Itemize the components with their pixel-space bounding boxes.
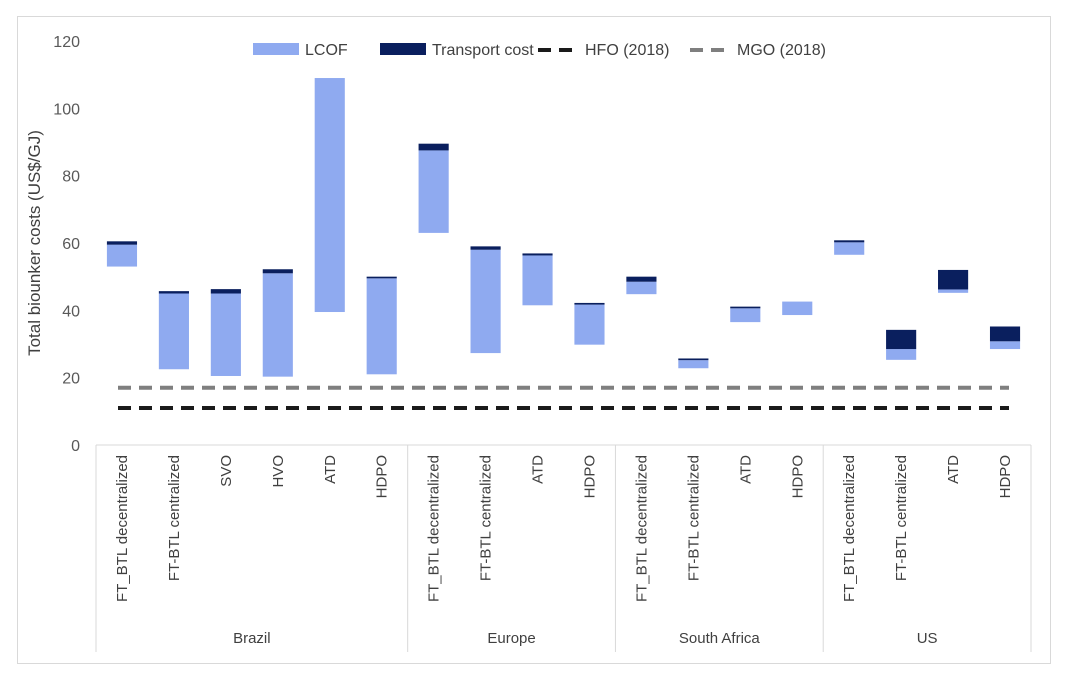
category-label: ATD [945,455,962,484]
lcof-bar [989,341,1021,350]
category-label: HVO [270,455,287,488]
lcof-bar [886,349,917,360]
category-label: SVO [218,455,235,487]
legend: LCOF Transport cost HFO (2018) MGO (2018) [253,42,826,59]
transport-bar [834,240,865,243]
lcof-bar [314,78,345,313]
lcof-bar [522,255,553,306]
lcof-bar [262,273,293,377]
lcof-bar [470,249,501,354]
transport-bar [158,291,189,294]
legend-label: MGO (2018) [737,42,826,59]
transport-bar [730,306,761,309]
legend-swatch [253,43,299,55]
transport-bar [678,358,709,361]
lcof-bar [678,360,709,369]
y-tick-label: 40 [62,303,80,320]
category-label: HDPO [581,455,598,498]
lcof-bar [106,244,138,267]
lcof-bar [418,150,449,233]
x-axis: FT_BTL decentralized FT-BTL centralized SV… [95,444,1032,652]
y-tick-label: 20 [62,371,80,388]
category-label: FT-BTL centralized [166,455,183,581]
lcof-bar [366,278,397,375]
lcof-bar [730,308,761,323]
transport-bar [470,246,501,250]
category-label: HDPO [997,455,1014,498]
y-tick-label: 100 [53,101,80,118]
category-label: FT_BTL decentralized [841,455,858,602]
category-label: ATD [737,455,754,484]
category-label: FT-BTL centralized [685,455,702,581]
legend-label: LCOF [305,42,348,59]
lcof-bar [938,289,969,293]
transport-bar [418,143,449,151]
group-label: Europe [487,630,535,647]
y-axis-ticks: 0 20 40 60 80 100 120 [53,34,80,455]
category-label: FT_BTL decentralized [426,455,443,602]
category-label: HDPO [789,455,806,498]
category-label: ATD [322,455,339,484]
bars [106,78,1021,377]
y-tick-label: 60 [62,236,80,253]
transport-bar [989,326,1021,342]
transport-bar [574,302,605,305]
lcof-bar [782,301,813,316]
y-tick-label: 80 [62,169,80,186]
transport-bar [626,276,657,282]
category-label: ATD [530,455,547,484]
y-tick-label: 0 [71,438,80,455]
transport-bar [366,276,397,279]
chart-frame [17,16,1051,664]
category-label: FT-BTL centralized [893,455,910,581]
transport-bar [106,241,138,245]
legend-swatch [380,43,426,55]
y-axis-label: Total biounker costs (US$/GJ) [25,130,44,356]
category-label: HDPO [374,455,391,498]
group-label: Brazil [233,630,271,647]
lcof-bar [834,242,865,255]
y-tick-label: 120 [53,34,80,51]
transport-bar [210,289,241,294]
legend-label: Transport cost [432,42,534,59]
transport-bar [262,269,293,274]
legend-label: HFO (2018) [585,42,669,59]
transport-bar [886,329,917,350]
group-label: South Africa [679,630,761,647]
lcof-bar [210,293,241,376]
category-label: FT_BTL decentralized [633,455,650,602]
lcof-bar [158,293,189,370]
lcof-bar [574,304,605,345]
group-label: US [917,630,938,647]
reference-lines [118,385,1009,410]
lcof-bar [626,281,657,295]
category-label: FT_BTL decentralized [114,455,131,602]
category-label: FT-BTL centralized [478,455,495,581]
transport-bar [938,269,969,290]
transport-bar [522,253,553,256]
